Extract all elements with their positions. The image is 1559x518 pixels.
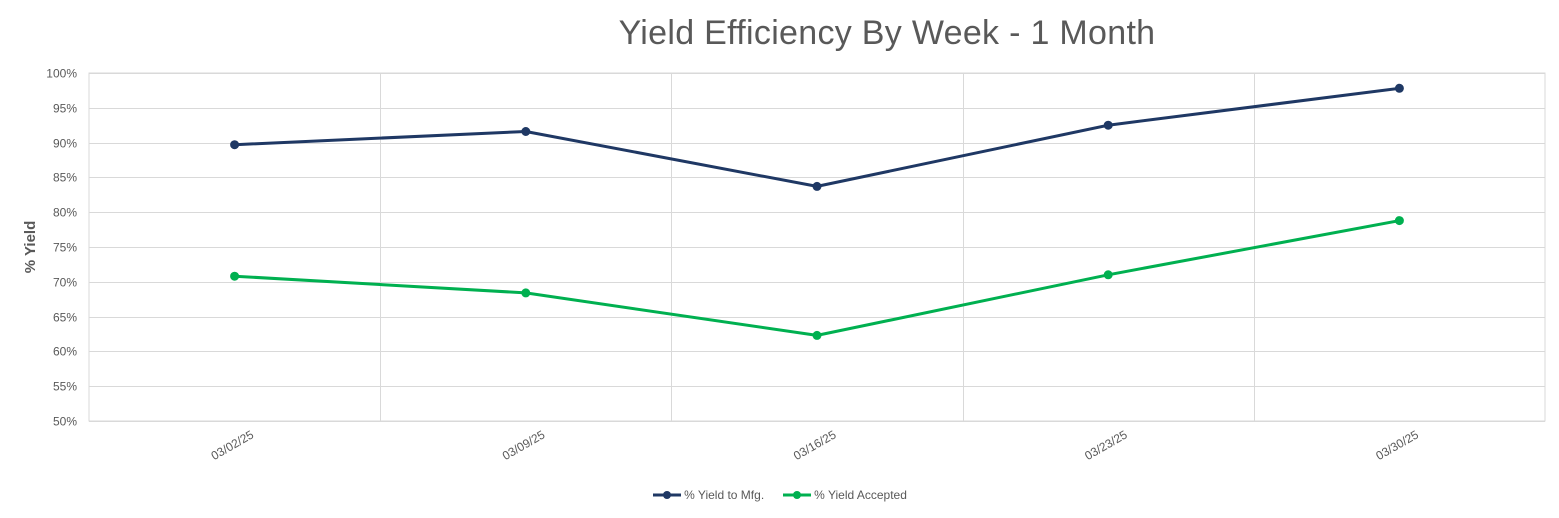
x-tick-label: 03/23/25 [1082, 427, 1130, 463]
x-tick-label: 03/02/25 [209, 427, 257, 463]
data-point [812, 181, 822, 191]
data-point [230, 140, 240, 150]
series-2 [230, 216, 1404, 340]
data-point [521, 288, 531, 298]
y-tick-label: 70% [53, 276, 77, 290]
data-point [1103, 270, 1113, 280]
data-point [1394, 83, 1404, 93]
x-tick-label: 03/16/25 [791, 427, 839, 463]
y-tick-label: 90% [53, 137, 77, 151]
y-tick-label: 55% [53, 380, 77, 394]
chart-title: Yield Efficiency By Week - 1 Month [618, 14, 1156, 52]
data-point [1103, 120, 1113, 130]
series-line [233, 219, 1401, 337]
data-point [1394, 216, 1404, 226]
x-axis-ticks: 03/02/25 03/09/25 03/16/25 03/23/25 03/30/25 [209, 427, 1422, 463]
series-line [233, 86, 1401, 188]
legend: % Yield to Mfg. % Yield Accepted [0, 488, 1559, 502]
y-tick-label: 80% [53, 206, 77, 220]
y-tick-label: 65% [53, 311, 77, 325]
y-tick-label: 50% [53, 415, 77, 429]
y-axis-title: % Yield [22, 221, 39, 274]
y-tick-label: 100% [46, 67, 77, 81]
y-tick-label: 85% [53, 171, 77, 185]
x-tick-label: 03/09/25 [500, 427, 548, 463]
data-point [812, 330, 822, 340]
y-tick-label: 75% [53, 241, 77, 255]
legend-label: % Yield to Mfg. [684, 488, 765, 502]
data-point [521, 127, 531, 136]
series-lines [230, 83, 1404, 340]
grid-lines [88, 72, 1546, 422]
legend-item: % Yield Accepted [782, 488, 907, 502]
series-1 [230, 83, 1404, 191]
y-tick-label: 60% [53, 345, 77, 359]
y-tick-label: 95% [53, 102, 77, 116]
x-tick-label: 03/30/25 [1373, 427, 1421, 463]
y-axis-ticks: 50% 55% 60% 65% 70% 75% 80% 85% 90% 95% 100% [46, 67, 77, 429]
legend-label: % Yield Accepted [814, 488, 907, 502]
legend-item: % Yield to Mfg. [652, 488, 764, 502]
legend-swatch [783, 491, 812, 499]
data-point [230, 271, 240, 281]
legend-swatch [653, 491, 682, 499]
